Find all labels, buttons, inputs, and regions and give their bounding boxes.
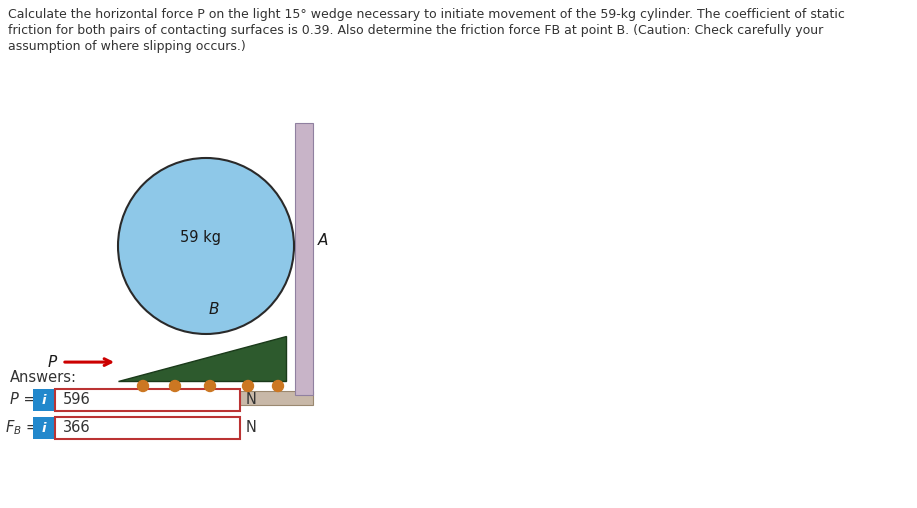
Bar xyxy=(33,389,55,411)
Text: assumption of where slipping occurs.): assumption of where slipping occurs.) xyxy=(8,40,246,53)
Text: B: B xyxy=(209,302,219,318)
Text: Calculate the horizontal force P on the light 15° wedge necessary to initiate mo: Calculate the horizontal force P on the … xyxy=(8,8,845,21)
Text: 366: 366 xyxy=(63,421,91,435)
Circle shape xyxy=(118,158,294,334)
Circle shape xyxy=(242,380,253,392)
Circle shape xyxy=(204,380,215,392)
Circle shape xyxy=(272,380,283,392)
Text: friction for both pairs of contacting surfaces is 0.39. Also determine the frict: friction for both pairs of contacting su… xyxy=(8,24,823,37)
Text: P =: P = xyxy=(10,393,36,407)
Bar xyxy=(103,391,313,405)
Circle shape xyxy=(170,380,181,392)
Bar xyxy=(55,389,240,411)
Bar xyxy=(33,417,55,439)
Text: $F_B$ =: $F_B$ = xyxy=(5,419,39,437)
Text: 596: 596 xyxy=(63,393,91,407)
Text: P: P xyxy=(48,355,57,370)
Polygon shape xyxy=(118,336,286,381)
Text: N: N xyxy=(246,421,257,435)
Text: i: i xyxy=(42,422,46,434)
Circle shape xyxy=(138,380,149,392)
Text: Answers:: Answers: xyxy=(10,370,77,385)
Text: 15°: 15° xyxy=(140,361,162,374)
Text: i: i xyxy=(42,394,46,406)
Bar xyxy=(295,123,313,395)
Text: A: A xyxy=(318,234,328,248)
Bar xyxy=(55,417,240,439)
Text: 59 kg: 59 kg xyxy=(181,231,222,245)
Text: N: N xyxy=(246,393,257,407)
